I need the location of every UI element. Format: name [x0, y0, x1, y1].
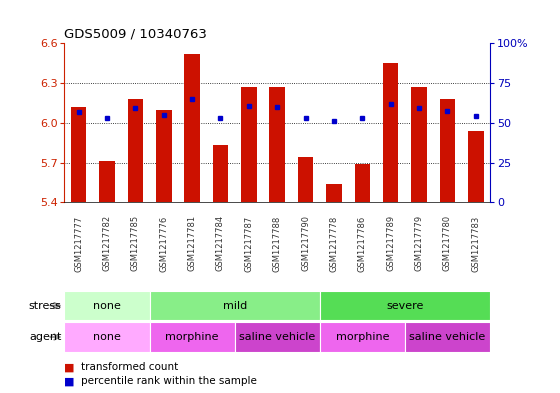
Text: morphine: morphine [165, 332, 219, 342]
Bar [71, 107, 86, 202]
Text: GDS5009 / 10340763: GDS5009 / 10340763 [64, 28, 207, 40]
Bar [269, 87, 285, 202]
Text: morphine: morphine [335, 332, 389, 342]
Text: GSM1217788: GSM1217788 [273, 215, 282, 272]
Text: transformed count: transformed count [81, 362, 179, 373]
Bar [156, 110, 171, 202]
Text: GSM1217781: GSM1217781 [188, 215, 197, 272]
Bar [150, 322, 235, 352]
Bar [440, 99, 455, 202]
Bar [235, 322, 320, 352]
Text: none: none [93, 301, 121, 310]
Text: GSM1217784: GSM1217784 [216, 215, 225, 272]
Bar [128, 99, 143, 202]
Text: ■: ■ [64, 376, 75, 386]
Bar [184, 54, 200, 202]
Text: GSM1217790: GSM1217790 [301, 215, 310, 271]
Text: saline vehicle: saline vehicle [409, 332, 486, 342]
Bar [298, 157, 314, 202]
Bar [326, 184, 342, 202]
Text: mild: mild [222, 301, 247, 310]
Bar [64, 322, 150, 352]
Bar [99, 161, 115, 202]
Text: GSM1217776: GSM1217776 [159, 215, 168, 272]
Text: GSM1217782: GSM1217782 [102, 215, 111, 272]
Bar [320, 291, 490, 320]
Bar [405, 322, 490, 352]
Text: GSM1217783: GSM1217783 [472, 215, 480, 272]
Bar [320, 322, 405, 352]
Text: ■: ■ [64, 362, 75, 373]
Text: GSM1217778: GSM1217778 [329, 215, 338, 272]
Text: GSM1217786: GSM1217786 [358, 215, 367, 272]
Bar [241, 87, 256, 202]
Text: GSM1217777: GSM1217777 [74, 215, 83, 272]
Text: GSM1217787: GSM1217787 [244, 215, 253, 272]
Text: GSM1217780: GSM1217780 [443, 215, 452, 272]
Text: GSM1217789: GSM1217789 [386, 215, 395, 272]
Text: severe: severe [386, 301, 423, 310]
Bar [383, 63, 399, 202]
Text: stress: stress [29, 301, 62, 310]
Text: none: none [93, 332, 121, 342]
Bar [213, 145, 228, 202]
Text: GSM1217785: GSM1217785 [131, 215, 140, 272]
Bar [150, 291, 320, 320]
Text: saline vehicle: saline vehicle [239, 332, 315, 342]
Bar [468, 131, 484, 202]
Bar [411, 87, 427, 202]
Text: percentile rank within the sample: percentile rank within the sample [81, 376, 257, 386]
Text: agent: agent [29, 332, 62, 342]
Bar [354, 164, 370, 202]
Text: GSM1217779: GSM1217779 [414, 215, 423, 272]
Bar [64, 291, 150, 320]
